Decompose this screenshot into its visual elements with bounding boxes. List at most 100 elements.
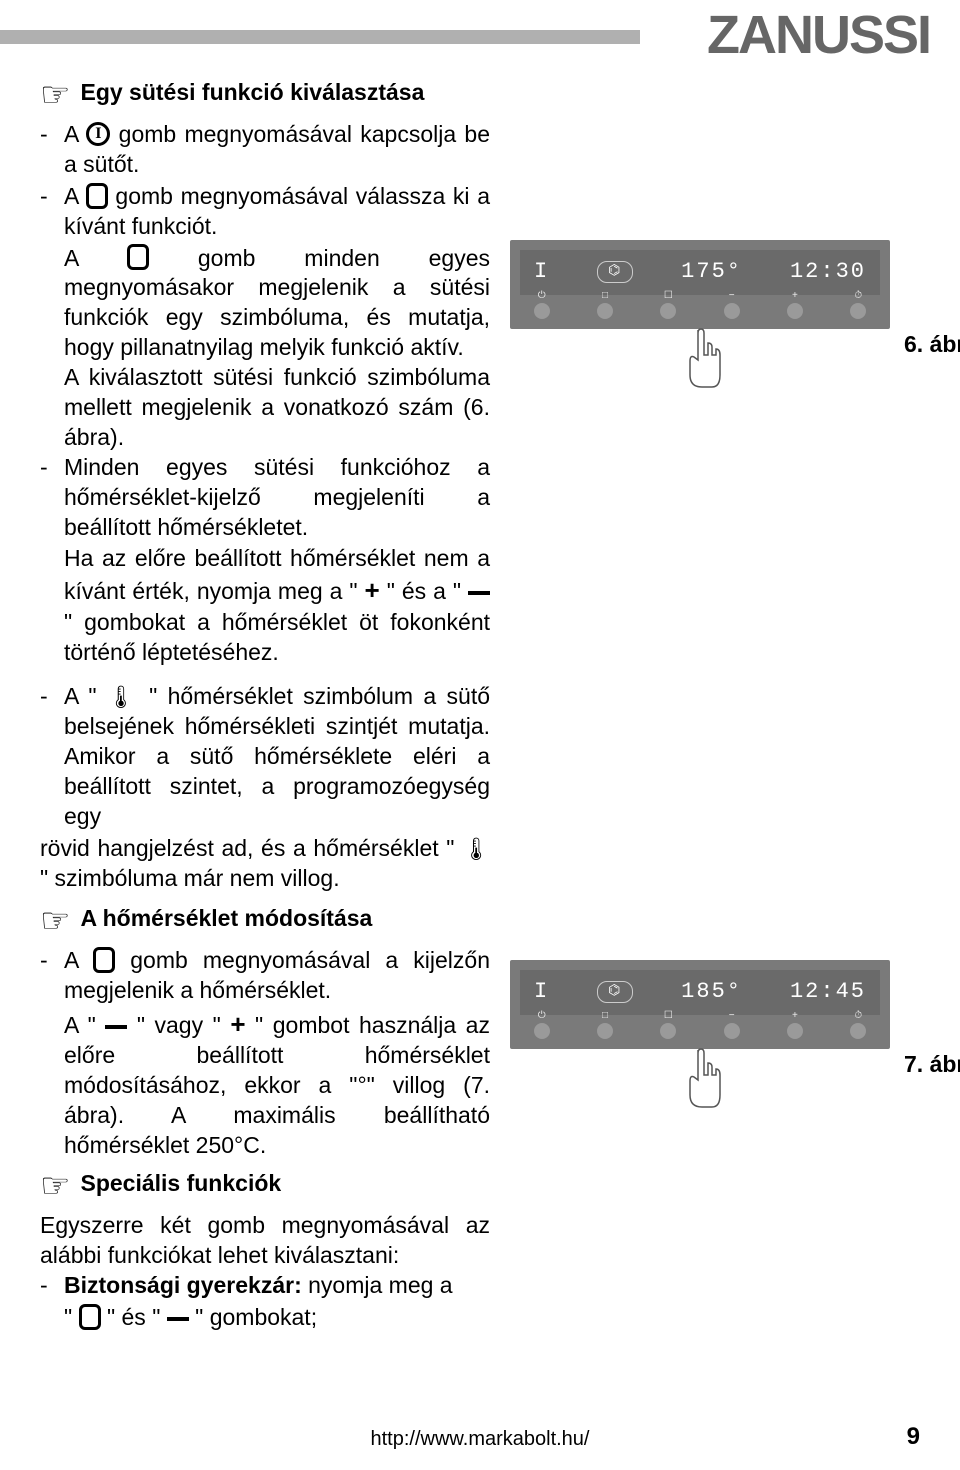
dash: -	[40, 1271, 50, 1301]
left-column: ☞ Egy sütési funkció kiválasztása - A go…	[40, 78, 490, 1333]
minus-icon	[468, 591, 490, 595]
fig7-display-left: I	[534, 978, 549, 1007]
s3-l2b: nyomja meg a	[308, 1272, 452, 1298]
thermometer-icon: 🌡	[462, 836, 490, 861]
s2-bullet1: - A gomb megnyomásával a kijelzőn megjel…	[40, 946, 490, 1006]
fan-icon	[597, 261, 633, 283]
section3-title: Speciális funkciók	[80, 1169, 281, 1199]
square-icon	[93, 947, 115, 973]
dash: -	[40, 682, 50, 832]
figure7-block: I 185° 12:45 ⏻ □ ☐ − + ⏱ 7. ábra	[510, 960, 960, 1122]
section2-title: A hőmérséklet módosítása	[80, 904, 372, 934]
square-icon	[79, 1304, 101, 1330]
figure6-block: I 175° 12:30 ⏻ □ ☐ − + ⏱ 6. ábra	[510, 240, 960, 402]
panel-btn-func[interactable]: □	[597, 1023, 613, 1039]
fig7-display-time: 12:45	[790, 978, 866, 1007]
s1-l3a: A	[64, 245, 127, 271]
minus-icon	[105, 1025, 127, 1029]
thermometer-icon: 🌡	[107, 685, 139, 710]
s1-para8: rövid hangjelzést ad, és a hőmérséklet "…	[40, 834, 490, 894]
panel-btn-plus[interactable]: +	[787, 1023, 803, 1039]
s1-bullet1: - A gomb megnyomásával kapcsolja be a sü…	[40, 120, 490, 180]
s1-l8b: " szimbóluma már nem villog.	[40, 865, 340, 891]
fig6-display-left: I	[534, 258, 549, 287]
pointer-icon: ☞	[40, 904, 70, 938]
fan-icon	[597, 981, 633, 1003]
minus-icon	[167, 1317, 189, 1321]
s1-l2b: gomb megnyomásával válassza ki a kívánt …	[64, 183, 490, 239]
s1-l7a: A "	[64, 683, 97, 709]
fig7-display-temp: 185°	[681, 978, 742, 1007]
s1-bullet5: - Minden egyes sütési funkcióhoz a hőmér…	[40, 453, 490, 543]
dash: -	[40, 946, 50, 1006]
figure7-panel: I 185° 12:45 ⏻ □ ☐ − + ⏱	[510, 960, 890, 1049]
square-icon	[86, 183, 108, 209]
dash: -	[40, 120, 50, 180]
dash: -	[40, 453, 50, 543]
s1-bullet7: - A " 🌡 " hőmérséklet szimbólum a sütő b…	[40, 682, 490, 832]
figure6-panel: I 175° 12:30 ⏻ □ ☐ − + ⏱	[510, 240, 890, 329]
section2-heading: ☞ A hőmérséklet módosítása	[40, 904, 490, 938]
s1-l2a: A	[64, 183, 86, 209]
panel-btn-mode[interactable]: ☐	[660, 303, 676, 319]
s3-l3c: " gombokat;	[195, 1304, 317, 1330]
panel-btn-clock[interactable]: ⏱	[850, 303, 866, 319]
brand-logo: ZANUSSI	[707, 0, 930, 70]
pointer-icon: ☞	[40, 78, 70, 112]
hand-icon	[510, 325, 890, 403]
s2-l2a: A "	[64, 1012, 96, 1038]
s1-l6b: " és a "	[387, 578, 461, 604]
section1-heading: ☞ Egy sütési funkció kiválasztása	[40, 78, 490, 112]
s3-l3a: "	[64, 1304, 72, 1330]
fig6-display-time: 12:30	[790, 258, 866, 287]
s1-l8a: rövid hangjelzést ad, és a hőmérséklet "	[40, 835, 454, 861]
panel-btn-clock[interactable]: ⏱	[850, 1023, 866, 1039]
fig6-caption: 6. ábra	[904, 330, 960, 360]
s3-para1: Egyszerre két gomb megnyomásával az aláb…	[40, 1211, 490, 1271]
s1-l6c: " gombokat a hőmérséklet öt fokonként tö…	[64, 609, 490, 665]
s1-para4: A kiválasztott sütési funkció szimbóluma…	[40, 363, 490, 453]
s1-l5: Minden egyes sütési funkcióhoz a hőmérsé…	[64, 453, 490, 543]
s2-l2b: " vagy "	[137, 1012, 221, 1038]
panel-btn-minus[interactable]: −	[724, 303, 740, 319]
s1-para3: A gomb minden egyes megnyomásakor megjel…	[40, 244, 490, 364]
s3-l2a: Biztonsági gyerekzár:	[64, 1272, 302, 1298]
figure6-panel-wrap: I 175° 12:30 ⏻ □ ☐ − + ⏱	[510, 240, 890, 402]
figure7-display: I 185° 12:45	[520, 970, 880, 1015]
plus-icon: +	[365, 575, 380, 605]
header-gray-bar	[0, 30, 640, 44]
s1-para6: Ha az előre beállított hőmérséklet nem a…	[40, 544, 490, 667]
s1-l1a: A	[64, 121, 86, 147]
dash: -	[40, 182, 50, 242]
panel-btn-power[interactable]: ⏻	[534, 303, 550, 319]
page-number: 9	[907, 1421, 920, 1452]
section3-heading: ☞ Speciális funkciók	[40, 1169, 490, 1203]
figure6-buttons: ⏻ □ ☐ − + ⏱	[510, 303, 890, 319]
s2-l1a: A	[64, 947, 93, 973]
panel-btn-mode[interactable]: ☐	[660, 1023, 676, 1039]
panel-btn-func[interactable]: □	[597, 303, 613, 319]
figure7-buttons: ⏻ □ ☐ − + ⏱	[510, 1023, 890, 1039]
section1-title: Egy sütési funkció kiválasztása	[80, 78, 424, 108]
footer-url: http://www.markabolt.hu/	[0, 1426, 960, 1452]
panel-btn-minus[interactable]: −	[724, 1023, 740, 1039]
s2-l2c: " gombot használja az előre beállított h…	[64, 1012, 490, 1158]
fig6-display-temp: 175°	[681, 258, 742, 287]
fig7-caption: 7. ábra	[904, 1050, 960, 1080]
s3-l3b: " és "	[107, 1304, 160, 1330]
panel-btn-plus[interactable]: +	[787, 303, 803, 319]
plus-icon: +	[230, 1009, 245, 1039]
s2-l1b: gomb megnyomásával a kijelzőn megjelenik…	[64, 947, 490, 1003]
s1-bullet2: - A gomb megnyomásával válassza ki a kív…	[40, 182, 490, 242]
s3-bullet2: - Biztonsági gyerekzár: nyomja meg a	[40, 1271, 490, 1301]
s1-l1b: gomb megnyomásával kapcsolja be a sütőt.	[64, 121, 490, 177]
pointer-icon: ☞	[40, 1169, 70, 1203]
power-icon	[86, 122, 110, 146]
figure7-panel-wrap: I 185° 12:45 ⏻ □ ☐ − + ⏱	[510, 960, 890, 1122]
figure6-display: I 175° 12:30	[520, 250, 880, 295]
square-icon	[127, 244, 149, 270]
s2-para2: A " " vagy " + " gombot használja az elő…	[40, 1008, 490, 1161]
s3-para3: " " és " " gombokat;	[40, 1303, 490, 1333]
panel-btn-power[interactable]: ⏻	[534, 1023, 550, 1039]
hand-icon	[510, 1045, 890, 1123]
